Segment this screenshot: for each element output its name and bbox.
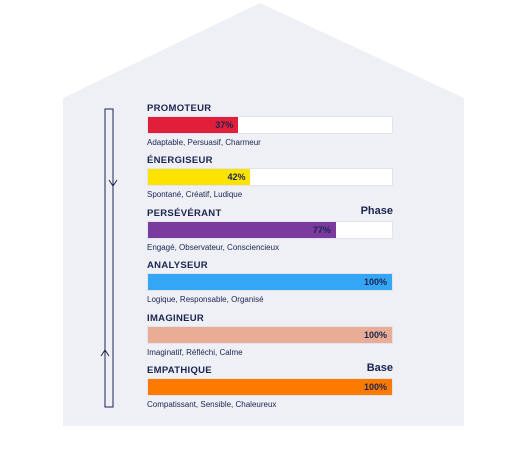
bar-track: 100%	[147, 325, 393, 344]
profile-name: ANALYSEUR	[147, 260, 208, 272]
bar-fill: 100%	[148, 379, 392, 395]
profile-name: PROMOTEUR	[147, 103, 212, 114]
bar-fill: 37%	[148, 117, 239, 133]
elevator-shaft	[104, 108, 114, 408]
profile-traits: Engagé, Observateur, Consciencieux	[147, 242, 280, 252]
profile-traits: Spontané, Créatif, Ludique	[147, 190, 243, 200]
bar-track: 37%	[147, 116, 393, 134]
profile-tag: Base	[366, 362, 393, 374]
bar-track: 42%	[147, 168, 393, 187]
arrow-up-icon	[100, 349, 110, 357]
bar-track: 100%	[147, 378, 393, 396]
bar-value-label: 77%	[312, 224, 331, 235]
bar-fill: 100%	[148, 326, 392, 343]
arrow-down-icon	[108, 179, 118, 187]
bar-value-label: 100%	[363, 382, 387, 392]
bar-value-label: 100%	[363, 277, 387, 288]
bar-value-label: 42%	[227, 172, 246, 183]
profile-name: ÉNERGISEUR	[147, 155, 213, 167]
profile-name: IMAGINEUR	[147, 312, 205, 324]
bar-track: 77%	[147, 220, 393, 239]
profile-traits: Imaginatif, Réfléchi, Calme	[147, 347, 243, 357]
house-shape	[63, 3, 464, 426]
bar-value-label: 100%	[363, 329, 387, 340]
elevator-indicator	[100, 108, 118, 408]
profile-name: PERSÉVÉRANT	[147, 207, 222, 219]
profile-tag: Phase	[360, 204, 393, 217]
profile-traits: Compatissant, Sensible, Chaleureux	[147, 400, 277, 409]
profile-traits: Adaptable, Persuasif, Charmeur	[147, 138, 261, 147]
bar-fill: 42%	[148, 169, 251, 186]
bar-track: 100%	[147, 273, 393, 292]
bar-fill: 77%	[148, 221, 336, 238]
bar-value-label: 37%	[215, 120, 234, 130]
profile-traits: Logique, Responsable, Organisé	[147, 295, 264, 305]
bar-fill: 100%	[148, 274, 392, 291]
profile-name: EMPATHIQUE	[147, 365, 212, 376]
